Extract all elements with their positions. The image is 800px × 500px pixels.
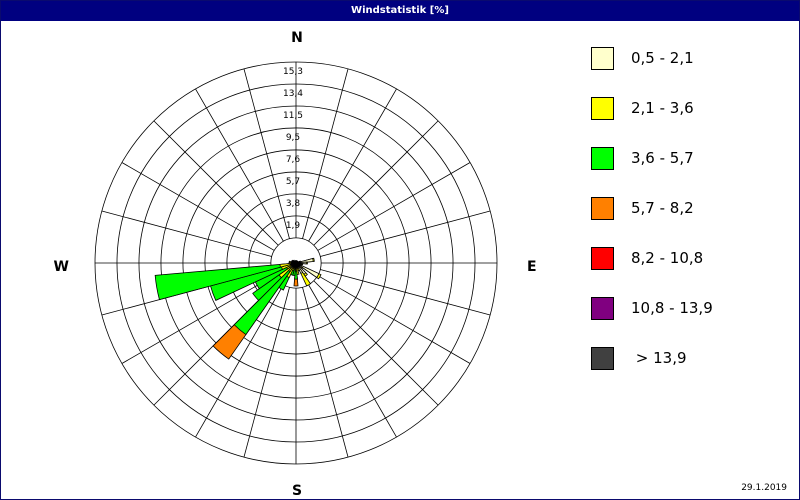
petal-segment [294,260,297,264]
ring-label: 15,3 [283,67,303,77]
compass-south: S [292,483,302,499]
grid-spoke [308,284,397,438]
ring-label: 3,8 [286,199,301,209]
grid-spoke [317,275,471,364]
legend-swatch [591,47,614,70]
legend-item: 2,1 - 3,6 [591,95,791,145]
grid-spoke [302,287,349,458]
window-title: Windstatistik [%] [1,1,799,21]
legend-swatch [591,147,614,170]
petal-segment [295,258,314,264]
ring-label: 5,7 [286,177,300,187]
grid-spoke [320,210,491,257]
legend-swatch [591,197,614,220]
legend-label: 0,5 - 2,1 [631,49,694,67]
grid-spoke [121,275,275,364]
speed-legend: 0,5 - 2,1 2,1 - 3,6 3,6 - 5,7 5,7 - 8,2 8,2 … [591,45,791,395]
petal-segment [154,262,297,301]
grid-spoke [121,162,275,251]
legend-label: 2,1 - 3,6 [631,99,694,117]
date-stamp: 29.1.2019 [741,483,787,493]
ring-label: 7,6 [286,155,301,165]
legend-item: 0,5 - 2,1 [591,45,791,95]
grid-spoke [243,287,290,458]
legend-label: > 13,9 [631,349,687,367]
legend-item: 3,6 - 5,7 [591,145,791,195]
ring-label: 11,5 [283,111,303,121]
grid-spoke [195,284,284,438]
legend-label: 5,7 - 8,2 [631,199,694,217]
grid-spoke [195,88,284,242]
legend-label: 8,2 - 10,8 [631,249,704,267]
petal-segment [295,261,307,265]
grid-spoke [243,68,290,239]
legend-item: 10,8 - 13,9 [591,295,791,345]
legend-item: > 13,9 [591,345,791,395]
legend-swatch [591,247,614,270]
compass-north: N [291,30,303,46]
legend-item: 8,2 - 10,8 [591,245,791,295]
ring-label: 9,5 [286,133,300,143]
grid-spoke [313,120,439,246]
petal-segment [233,262,297,336]
grid-spoke [153,120,279,246]
legend-swatch [591,347,614,370]
legend-item: 5,7 - 8,2 [591,195,791,245]
ring-label: 13,4 [283,89,303,99]
grid-spoke [320,269,491,316]
grid-spoke [313,280,439,406]
ring-labels: 1,9 3,8 5,7 7,6 9,5 11,5 13,4 15,3 [283,67,303,231]
wind-petals [154,257,322,360]
ring-label: 1,9 [286,221,301,231]
compass-west: W [54,259,69,275]
legend-swatch [591,97,614,120]
grid-spoke [302,68,349,239]
legend-label: 3,6 - 5,7 [631,149,694,167]
grid-spoke [317,162,471,251]
legend-label: 10,8 - 13,9 [631,299,713,317]
grid-spoke [101,210,272,257]
legend-swatch [591,297,614,320]
grid-spoke [308,88,397,242]
polar-grid [94,61,498,465]
compass-east: E [527,259,537,275]
